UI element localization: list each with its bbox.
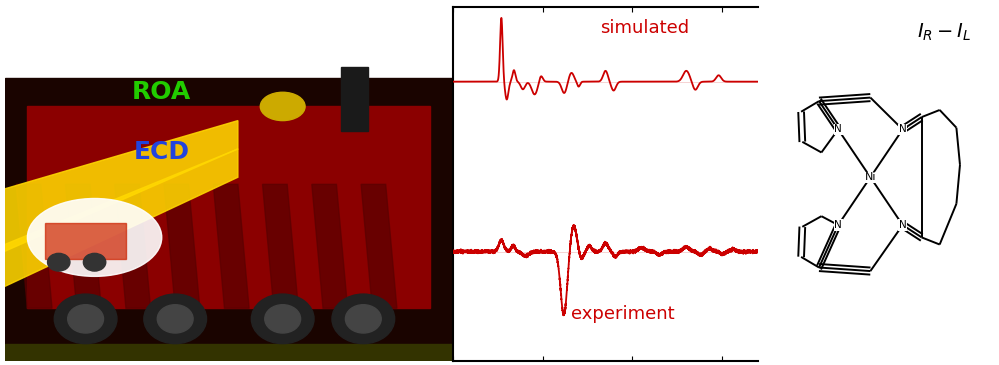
Circle shape: [265, 305, 301, 333]
Ellipse shape: [261, 92, 305, 120]
Text: experiment: experiment: [571, 305, 675, 323]
Polygon shape: [27, 107, 431, 308]
Text: N: N: [834, 124, 842, 134]
Polygon shape: [0, 149, 238, 291]
Circle shape: [144, 294, 207, 344]
Text: N: N: [899, 220, 906, 230]
Circle shape: [157, 305, 193, 333]
Circle shape: [83, 253, 106, 271]
Polygon shape: [263, 184, 299, 308]
Polygon shape: [16, 184, 52, 308]
Text: Ni: Ni: [865, 172, 876, 182]
Text: N: N: [899, 124, 906, 134]
Circle shape: [54, 294, 117, 344]
Text: ROA: ROA: [132, 80, 192, 104]
Polygon shape: [0, 120, 238, 255]
Polygon shape: [66, 184, 101, 308]
Polygon shape: [213, 184, 249, 308]
Text: ECD: ECD: [134, 141, 190, 165]
Circle shape: [346, 305, 382, 333]
Text: simulated: simulated: [600, 19, 689, 37]
Circle shape: [48, 253, 70, 271]
Circle shape: [252, 294, 314, 344]
Circle shape: [332, 294, 395, 344]
Polygon shape: [115, 184, 151, 308]
Bar: [341, 68, 368, 131]
Bar: [45, 223, 126, 259]
Circle shape: [68, 305, 104, 333]
Polygon shape: [361, 184, 397, 308]
Polygon shape: [5, 344, 453, 361]
Polygon shape: [164, 184, 200, 308]
Polygon shape: [312, 184, 348, 308]
Text: N: N: [834, 220, 842, 230]
Ellipse shape: [27, 199, 162, 276]
Text: $\mathit{I}_R - \mathit{I}_L$: $\mathit{I}_R - \mathit{I}_L$: [917, 22, 972, 43]
Bar: [5, 78, 453, 344]
